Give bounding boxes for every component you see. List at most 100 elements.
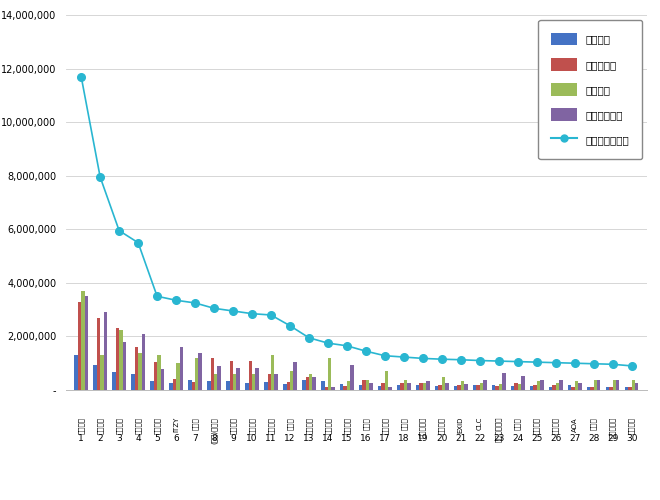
Bar	[612, 380, 616, 390]
Bar	[609, 388, 612, 390]
Bar	[521, 376, 525, 390]
Text: 이달의소녀: 이달의소녀	[420, 417, 426, 438]
Bar	[533, 385, 537, 390]
Bar	[511, 386, 514, 390]
Bar	[290, 371, 294, 390]
Bar	[78, 302, 81, 390]
Bar	[271, 355, 275, 390]
Text: 시그니처: 시그니처	[344, 417, 350, 434]
Text: 소녀시대: 소녀시대	[438, 417, 445, 434]
Text: (여자)아이들: (여자)아이들	[211, 417, 217, 444]
Bar	[568, 385, 572, 390]
Bar	[217, 366, 221, 390]
Bar	[199, 352, 202, 390]
Bar	[401, 382, 404, 390]
Bar	[340, 384, 343, 390]
Text: 클라라구: 클라라구	[628, 417, 635, 434]
Bar	[381, 382, 385, 390]
Bar	[426, 381, 430, 390]
Bar	[191, 382, 195, 390]
Bar	[540, 380, 544, 390]
Bar	[286, 382, 290, 390]
Bar	[141, 334, 145, 390]
Bar	[306, 377, 309, 390]
Bar	[397, 385, 401, 390]
Bar	[255, 368, 259, 390]
Text: CLC: CLC	[477, 417, 482, 430]
Bar	[343, 386, 347, 390]
Bar	[150, 380, 154, 390]
Text: 블랙핑크: 블랙핑크	[78, 417, 84, 434]
Bar	[97, 318, 100, 390]
Text: 에이핑크: 에이핑크	[249, 417, 255, 434]
Text: 여자친구: 여자친구	[268, 417, 275, 434]
Bar	[559, 380, 562, 390]
Text: 우주소녀: 우주소녀	[230, 417, 236, 434]
Text: 공원소녀: 공원소녀	[533, 417, 540, 434]
Bar	[267, 374, 271, 390]
Bar	[517, 384, 521, 390]
Bar	[549, 388, 552, 390]
Bar	[131, 374, 135, 390]
Text: 원클리: 원클리	[401, 417, 407, 430]
Bar	[230, 360, 233, 390]
Text: 드림캐처: 드림캐처	[552, 417, 559, 434]
Bar	[104, 312, 107, 390]
Text: 트와이스: 트와이스	[116, 417, 123, 434]
Bar	[173, 380, 176, 390]
Bar	[275, 374, 278, 390]
Bar	[180, 347, 183, 390]
Bar	[461, 381, 464, 390]
Bar	[492, 385, 496, 390]
Bar	[325, 388, 328, 390]
Bar	[606, 388, 609, 390]
Bar	[496, 386, 499, 390]
Bar	[575, 381, 578, 390]
Bar	[135, 347, 138, 390]
Text: EXID: EXID	[458, 417, 464, 434]
Bar	[119, 330, 123, 390]
Text: 레드스퀘어: 레드스퀘어	[609, 417, 616, 438]
Bar	[157, 355, 160, 390]
Legend: 참여지수, 미디어지수, 소통지수, 커뮤니티지수, 브랜드평판지수: 참여지수, 미디어지수, 소통지수, 커뮤니티지수, 브랜드평판지수	[539, 20, 642, 159]
Bar	[226, 381, 230, 390]
Bar	[464, 384, 468, 390]
Bar	[480, 382, 483, 390]
Bar	[115, 328, 119, 390]
Bar	[632, 380, 635, 390]
Bar	[473, 385, 477, 390]
Bar	[616, 380, 620, 390]
Bar	[477, 385, 480, 390]
Bar	[328, 358, 331, 390]
Bar	[454, 386, 457, 390]
Text: 모델디: 모델디	[362, 417, 369, 430]
Bar	[572, 388, 575, 390]
Bar	[385, 371, 388, 390]
Bar	[442, 377, 446, 390]
Bar	[211, 358, 214, 390]
Bar	[407, 382, 411, 390]
Bar	[556, 382, 559, 390]
Text: 씨아이: 씨아이	[590, 417, 597, 430]
Bar	[321, 381, 325, 390]
Bar	[236, 368, 240, 390]
Bar	[435, 386, 438, 390]
Bar	[123, 342, 126, 390]
Bar	[81, 291, 84, 390]
Bar	[483, 380, 486, 390]
Bar	[578, 382, 581, 390]
Bar	[302, 380, 306, 390]
Bar	[590, 388, 593, 390]
Bar	[416, 385, 419, 390]
Bar	[195, 358, 199, 390]
Bar	[249, 360, 252, 390]
Bar	[502, 373, 506, 390]
Text: 데이처: 데이처	[514, 417, 521, 430]
Text: 에이프릴: 에이프릴	[306, 417, 312, 434]
Bar	[370, 382, 373, 390]
Bar	[154, 362, 157, 390]
Bar	[252, 374, 255, 390]
Text: 아이즈원: 아이즈원	[97, 417, 104, 434]
Bar	[438, 385, 442, 390]
Bar	[160, 368, 164, 390]
